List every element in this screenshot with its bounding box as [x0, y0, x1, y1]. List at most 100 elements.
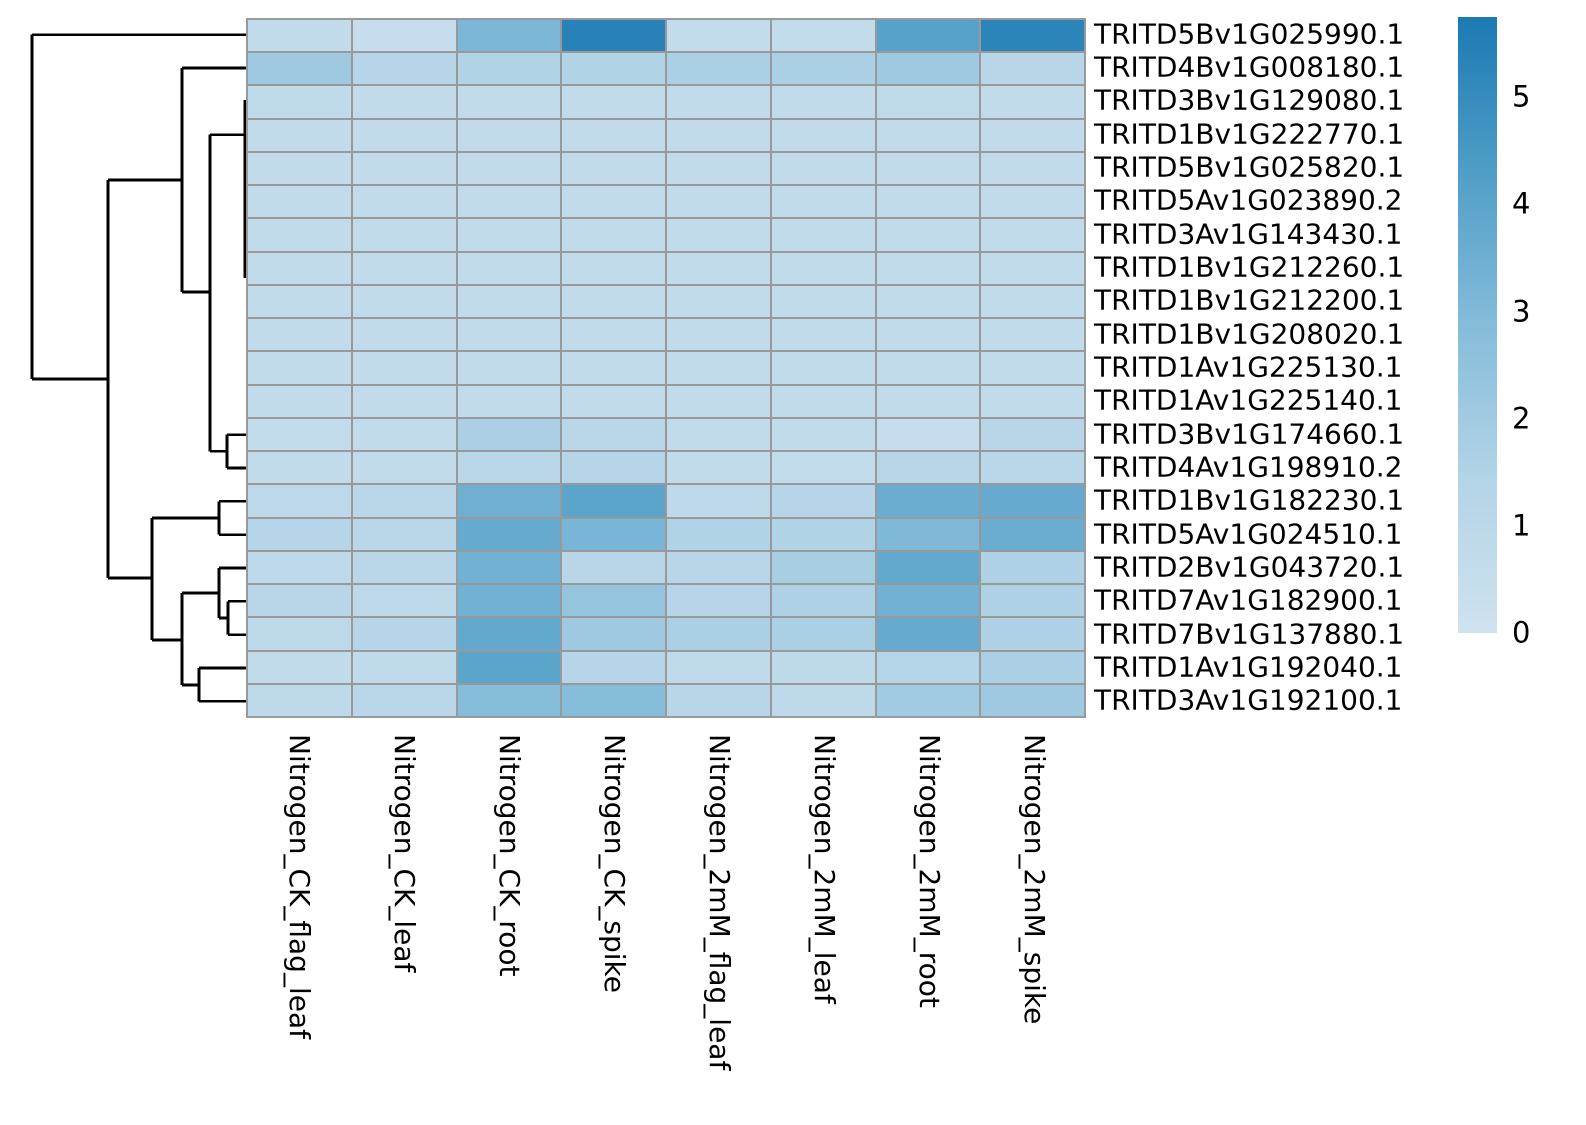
heatmap-cell — [981, 418, 1084, 451]
heatmap-cell — [352, 585, 456, 617]
heatmap-cell — [667, 186, 770, 218]
heatmap-cell — [667, 219, 770, 251]
heatmap-cell — [876, 418, 980, 451]
heatmap-cell — [876, 152, 980, 185]
heatmap-cell — [457, 285, 561, 318]
heatmap-cell — [457, 186, 561, 218]
heatmap-cell — [876, 485, 980, 517]
row-label: TRITD1Av1G225130.1 — [1094, 350, 1403, 384]
heatmap-cell — [876, 119, 980, 151]
heatmap-cell — [352, 285, 456, 318]
heatmap-cell — [876, 186, 980, 218]
heatmap-cell — [352, 319, 456, 351]
heatmap-cell — [248, 585, 351, 617]
heatmap-cell — [771, 86, 875, 118]
heatmap-cell — [876, 352, 980, 384]
heatmap-cell — [981, 518, 1084, 550]
heatmap-cell — [248, 285, 351, 318]
heatmap-cell — [667, 119, 770, 151]
heatmap-cell — [352, 152, 456, 185]
heatmap-cell — [248, 684, 351, 716]
heatmap-cell — [248, 319, 351, 351]
heatmap-cell — [876, 53, 980, 85]
heatmap-cell — [876, 319, 980, 351]
heatmap-cell — [248, 352, 351, 384]
heatmap-cell — [352, 452, 456, 484]
column-label: Nitrogen_CK_leaf — [387, 734, 421, 973]
heatmap-cell — [248, 186, 351, 218]
heatmap-cell — [562, 319, 665, 351]
heatmap-cell — [667, 485, 770, 517]
heatmap-cell — [457, 518, 561, 550]
heatmap-cell — [667, 585, 770, 617]
heatmap-cell — [667, 385, 770, 417]
color-scale-bar — [1458, 17, 1497, 633]
heatmap-cell — [248, 53, 351, 85]
heatmap-cell — [352, 618, 456, 650]
heatmap-cell — [667, 618, 770, 650]
heatmap-cell — [771, 418, 875, 451]
heatmap-cell — [457, 252, 561, 284]
heatmap-cell — [457, 385, 561, 417]
heatmap-cell — [457, 684, 561, 716]
heatmap-cell — [248, 20, 351, 52]
heatmap-cell — [562, 53, 665, 85]
heatmap-cell — [876, 219, 980, 251]
row-label: TRITD5Av1G023890.2 — [1094, 183, 1403, 217]
heatmap-cell — [876, 252, 980, 284]
heatmap-cell — [248, 651, 351, 683]
heatmap-cell — [981, 319, 1084, 351]
heatmap-cell — [248, 518, 351, 550]
heatmap-cell — [981, 452, 1084, 484]
heatmap-cell — [457, 452, 561, 484]
heatmap-cell — [876, 585, 980, 617]
heatmap-cell — [876, 551, 980, 584]
heatmap-cell — [352, 252, 456, 284]
heatmap-cell — [562, 119, 665, 151]
heatmap-cell — [248, 418, 351, 451]
heatmap-cell — [876, 651, 980, 683]
heatmap-cell — [771, 20, 875, 52]
heatmap-cell — [352, 385, 456, 417]
heatmap-cell — [981, 618, 1084, 650]
heatmap-cell — [352, 186, 456, 218]
heatmap-cell — [981, 152, 1084, 185]
column-label: Nitrogen_CK_spike — [597, 734, 631, 993]
row-label: TRITD5Av1G024510.1 — [1094, 517, 1403, 551]
legend-tick-label: 2 — [1512, 401, 1531, 436]
heatmap-cell — [876, 20, 980, 52]
heatmap-cell — [562, 452, 665, 484]
heatmap-cell — [667, 319, 770, 351]
heatmap-cell — [771, 518, 875, 550]
heatmap-cell — [562, 86, 665, 118]
legend-tick-label: 3 — [1512, 294, 1531, 329]
heatmap-cell — [981, 186, 1084, 218]
heatmap-cell — [667, 20, 770, 52]
heatmap-cell — [457, 551, 561, 584]
heatmap-cell — [562, 585, 665, 617]
heatmap-cell — [457, 651, 561, 683]
heatmap-cell — [457, 53, 561, 85]
heatmap-cell — [981, 684, 1084, 716]
heatmap-cell — [457, 585, 561, 617]
heatmap-cell — [248, 152, 351, 185]
heatmap-cell — [457, 152, 561, 185]
heatmap-cell — [248, 618, 351, 650]
heatmap-cell — [981, 585, 1084, 617]
heatmap-cell — [667, 252, 770, 284]
row-label: TRITD7Av1G182900.1 — [1094, 583, 1403, 617]
heatmap-cell — [352, 518, 456, 550]
heatmap-cell — [352, 418, 456, 451]
column-label: Nitrogen_2mM_flag_leaf — [702, 734, 736, 1071]
column-label: Nitrogen_2mM_leaf — [807, 734, 841, 1004]
heatmap-cell — [981, 86, 1084, 118]
heatmap-cell — [562, 285, 665, 318]
heatmap-cell — [876, 285, 980, 318]
heatmap-cell — [667, 418, 770, 451]
heatmap-cell — [771, 452, 875, 484]
heatmap-cell — [562, 651, 665, 683]
legend-tick-label: 4 — [1512, 186, 1531, 221]
heatmap-cell — [667, 684, 770, 716]
heatmap-cell — [981, 485, 1084, 517]
row-label: TRITD1Bv1G182230.1 — [1094, 483, 1405, 517]
